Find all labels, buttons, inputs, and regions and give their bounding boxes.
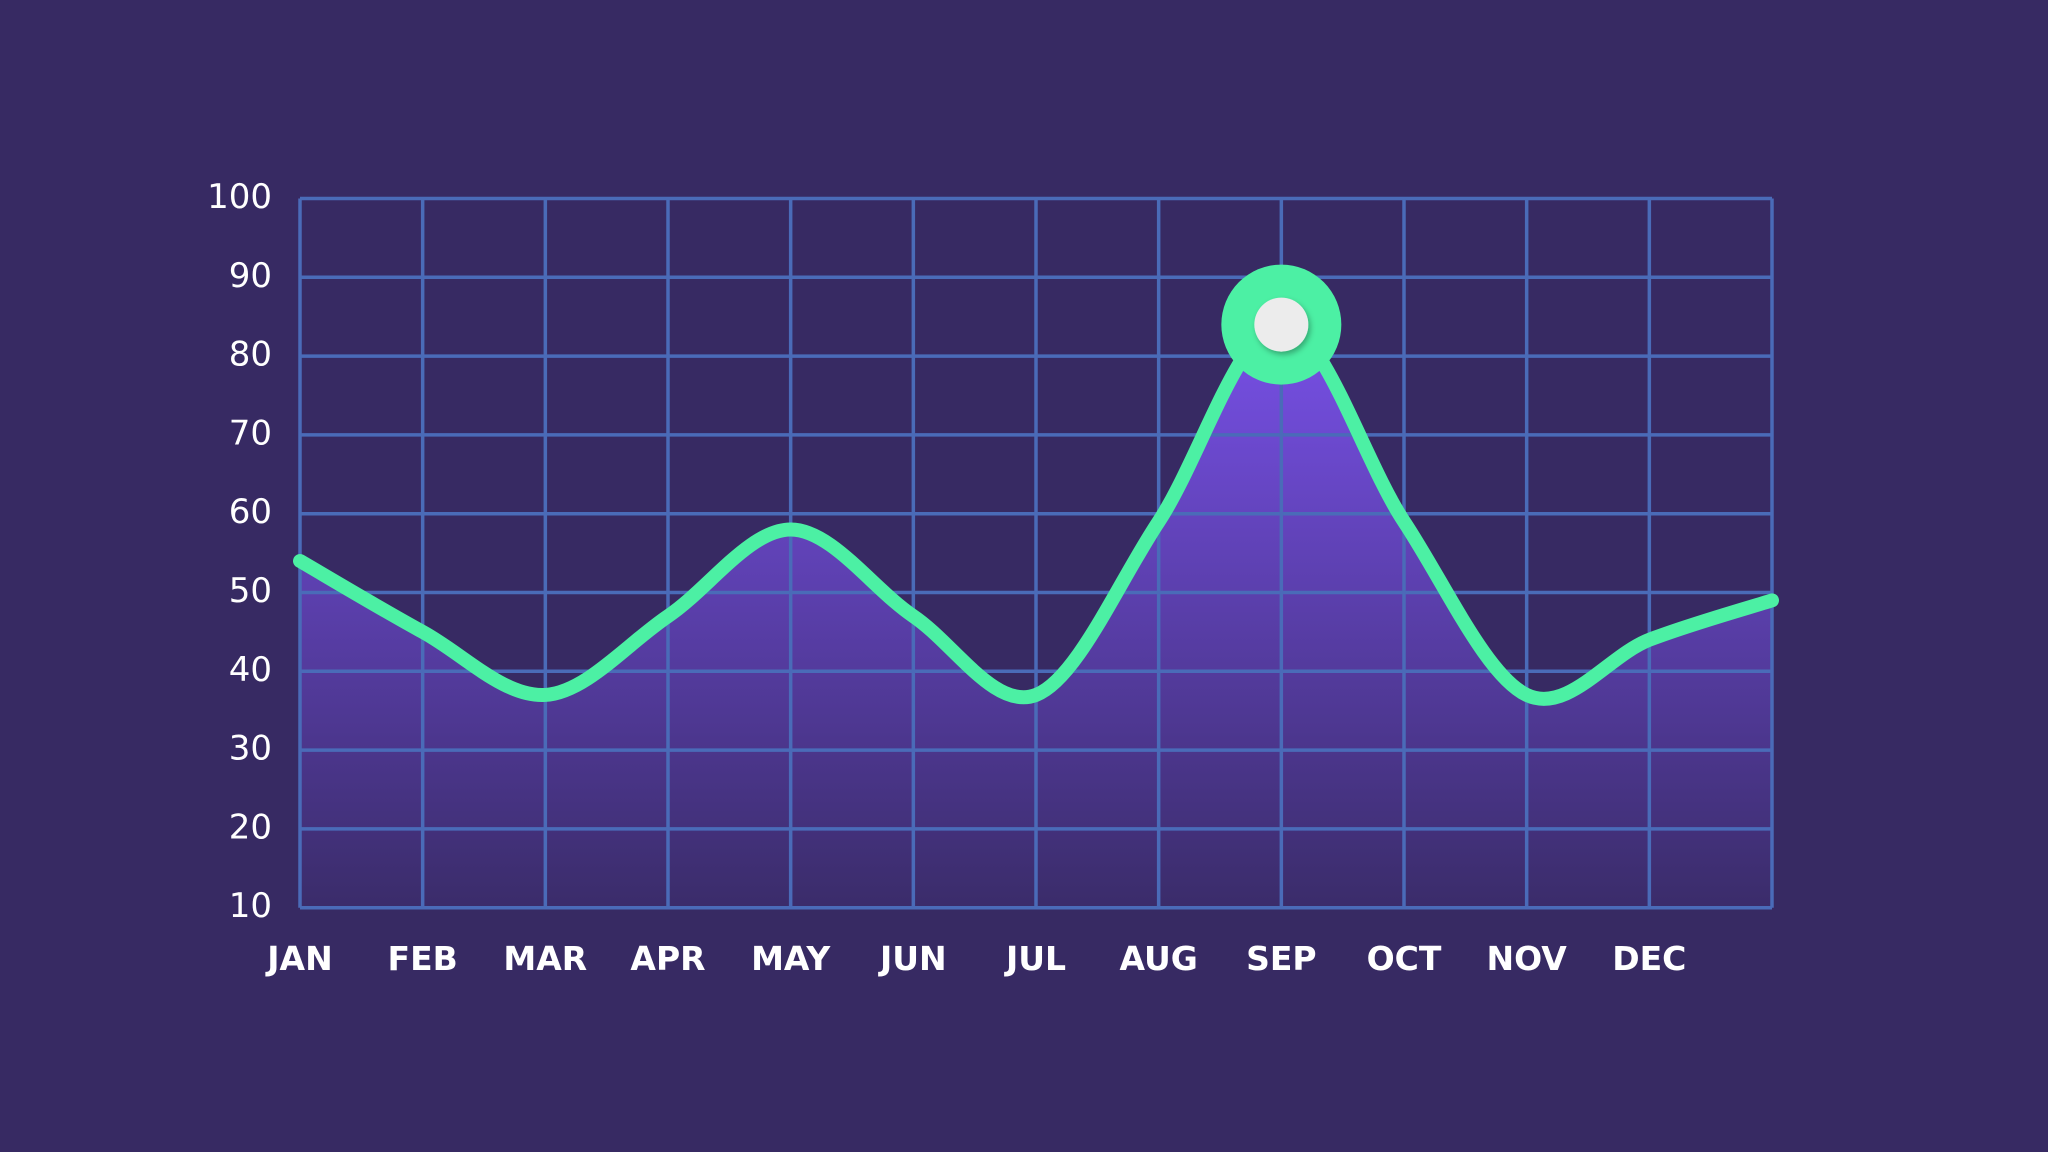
y-tick-label: 10 (229, 886, 272, 926)
x-tick-label: NOV (1487, 939, 1568, 978)
y-tick-label: 80 (229, 335, 272, 375)
x-tick-label: JUL (1004, 939, 1066, 978)
highlight-dot (1254, 297, 1309, 352)
x-tick-label: SEP (1246, 939, 1317, 978)
x-tick-label: MAR (503, 939, 587, 978)
y-tick-label: 30 (229, 729, 272, 769)
y-tick-label: 90 (229, 256, 272, 296)
y-tick-label: 70 (229, 413, 272, 453)
y-tick-label: 60 (229, 492, 272, 532)
y-tick-label: 20 (229, 807, 272, 847)
line (293, 317, 1779, 706)
x-tick-label: JUN (878, 939, 947, 978)
x-tick-label: DEC (1612, 939, 1686, 978)
x-tick-label: MAY (751, 939, 831, 978)
x-tick-label: OCT (1367, 939, 1442, 978)
y-tick-label: 40 (229, 650, 272, 690)
x-tick-label: AUG (1119, 939, 1197, 978)
y-tick-label: 100 (207, 177, 272, 217)
x-tick-label: APR (630, 939, 705, 978)
x-tick-label: FEB (388, 939, 458, 978)
y-tick-label: 50 (229, 571, 272, 611)
x-tick-label: JAN (265, 939, 332, 978)
